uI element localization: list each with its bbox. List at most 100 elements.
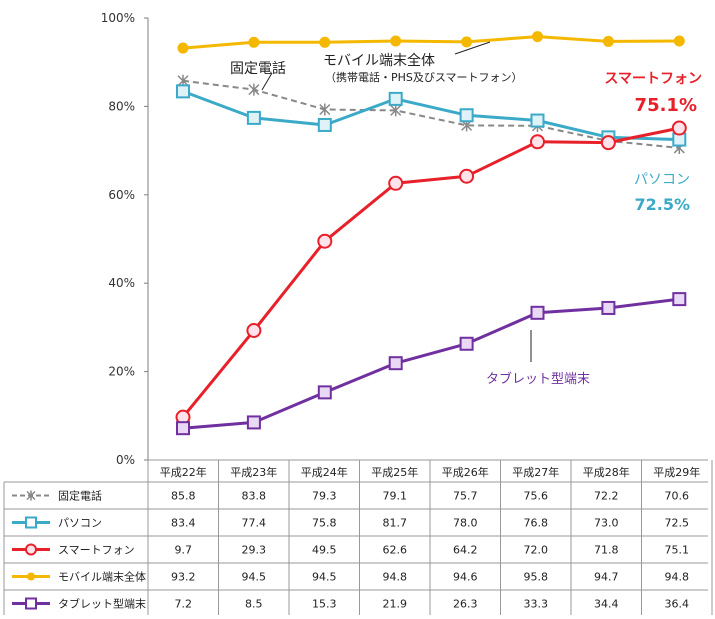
legend-label: 固定電話 (58, 489, 102, 503)
legend-sample (12, 572, 50, 581)
legend-sample (12, 516, 50, 529)
x-tick-label: 平成28年 (583, 465, 630, 479)
data-point (177, 42, 189, 54)
data-label: 93.2 (171, 571, 196, 584)
legend-marker (25, 597, 37, 610)
series-line (182, 297, 680, 430)
annotation-pc-value: 72.5% (634, 195, 690, 214)
annotation-pc: パソコン (634, 172, 690, 188)
data-label: 7.2 (175, 598, 193, 611)
data-label: 94.6 (453, 571, 478, 584)
x-tick-label: 平成25年 (371, 465, 418, 479)
y-tick-label: 40% (108, 276, 135, 290)
data-point (317, 117, 332, 132)
y-tick-label: 0% (116, 453, 135, 467)
annotation-smartphone-value: 75.1% (635, 95, 697, 116)
data-label: 76.8 (524, 517, 549, 530)
data-label: 72.0 (524, 544, 549, 557)
annotation-landline: 固定電話 (230, 60, 286, 77)
data-label: 85.8 (171, 490, 196, 503)
legend-marker (25, 543, 37, 556)
data-label: 64.2 (453, 544, 478, 557)
data-label: 34.4 (594, 598, 619, 611)
data-label: 15.3 (312, 598, 337, 611)
data-label: 21.9 (383, 598, 408, 611)
x-tick-label: 平成27年 (512, 465, 559, 479)
data-label: 62.6 (383, 544, 408, 557)
legend-marker (26, 490, 36, 501)
annotation-mobile-sub: （携帯電話・PHS及びスマートフォン） (325, 70, 523, 84)
data-label: 36.4 (665, 598, 690, 611)
data-point (248, 36, 260, 48)
data-label: 49.5 (312, 544, 337, 557)
data-point (532, 31, 543, 43)
data-point (671, 120, 687, 136)
data-point (600, 135, 616, 151)
legend-marker (27, 572, 35, 581)
data-label: 83.8 (242, 490, 267, 503)
data-point (388, 356, 403, 371)
data-label: 78.0 (453, 517, 478, 530)
data-label: 72.2 (594, 490, 619, 503)
legend-label: モバイル端末全体 (58, 570, 146, 584)
data-point (530, 134, 545, 150)
data-point (388, 91, 403, 106)
data-label: 26.3 (453, 598, 478, 611)
data-label: 79.3 (312, 490, 337, 503)
data-point (530, 113, 545, 128)
data-point (317, 233, 333, 249)
data-point (319, 36, 331, 48)
landline-leader (261, 72, 273, 91)
annotation-mobile: モバイル端末全体 (323, 52, 435, 69)
data-label: 81.7 (383, 517, 408, 530)
data-point (673, 35, 685, 47)
series-1 (176, 84, 687, 147)
series-line (182, 89, 680, 142)
legend-label: タブレット型端末 (58, 597, 146, 611)
legend-label: スマートフォン (58, 544, 135, 557)
data-label: 83.4 (171, 517, 196, 530)
legend-label: パソコン (58, 517, 102, 530)
y-tick-label: 100% (101, 11, 135, 25)
data-point (176, 421, 190, 436)
annotation-tablet: タブレット型端末 (486, 371, 590, 387)
x-tick-label: 平成24年 (301, 465, 348, 479)
data-point (601, 300, 616, 315)
data-point (246, 110, 261, 125)
data-point (530, 305, 545, 320)
series-4 (176, 292, 687, 436)
data-label: 70.6 (665, 490, 690, 503)
data-point (602, 35, 614, 47)
data-label: 29.3 (242, 544, 267, 557)
data-point (176, 84, 190, 99)
series-2 (175, 120, 687, 425)
data-label: 75.7 (453, 490, 478, 503)
x-tick-label: 平成22年 (160, 465, 207, 479)
axes: 0% 20% 40% 60% 80% 100% (101, 11, 149, 467)
legend-sample (12, 543, 50, 556)
y-tick-label: 80% (108, 99, 135, 113)
annotations: 固定電話 モバイル端末全体 （携帯電話・PHS及びスマートフォン） スマートフォ… (230, 41, 702, 387)
mobile-leader (454, 41, 491, 55)
annotation-smartphone: スマートフォン (604, 71, 702, 87)
data-label: 75.6 (524, 490, 549, 503)
data-point (246, 415, 261, 430)
data-point (390, 104, 402, 117)
x-tick-label: 平成23年 (230, 465, 277, 479)
legend-sample (12, 597, 50, 610)
data-label: 75.1 (665, 544, 690, 557)
y-tick-label: 60% (108, 188, 135, 202)
data-label: 71.8 (594, 544, 619, 557)
data-point (459, 168, 475, 184)
series-line (182, 79, 680, 149)
legend-marker (25, 516, 37, 529)
data-point (248, 83, 260, 96)
y-tick-label: 20% (108, 365, 135, 379)
data-point (388, 175, 404, 191)
series-line (181, 126, 680, 419)
data-label: 94.8 (665, 571, 690, 584)
data-label: 94.5 (312, 571, 337, 584)
data-point (459, 336, 474, 351)
